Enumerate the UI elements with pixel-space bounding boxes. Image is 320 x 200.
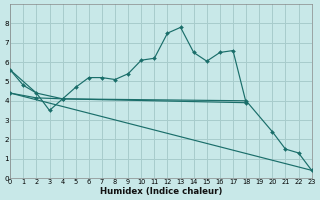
X-axis label: Humidex (Indice chaleur): Humidex (Indice chaleur) (100, 187, 222, 196)
